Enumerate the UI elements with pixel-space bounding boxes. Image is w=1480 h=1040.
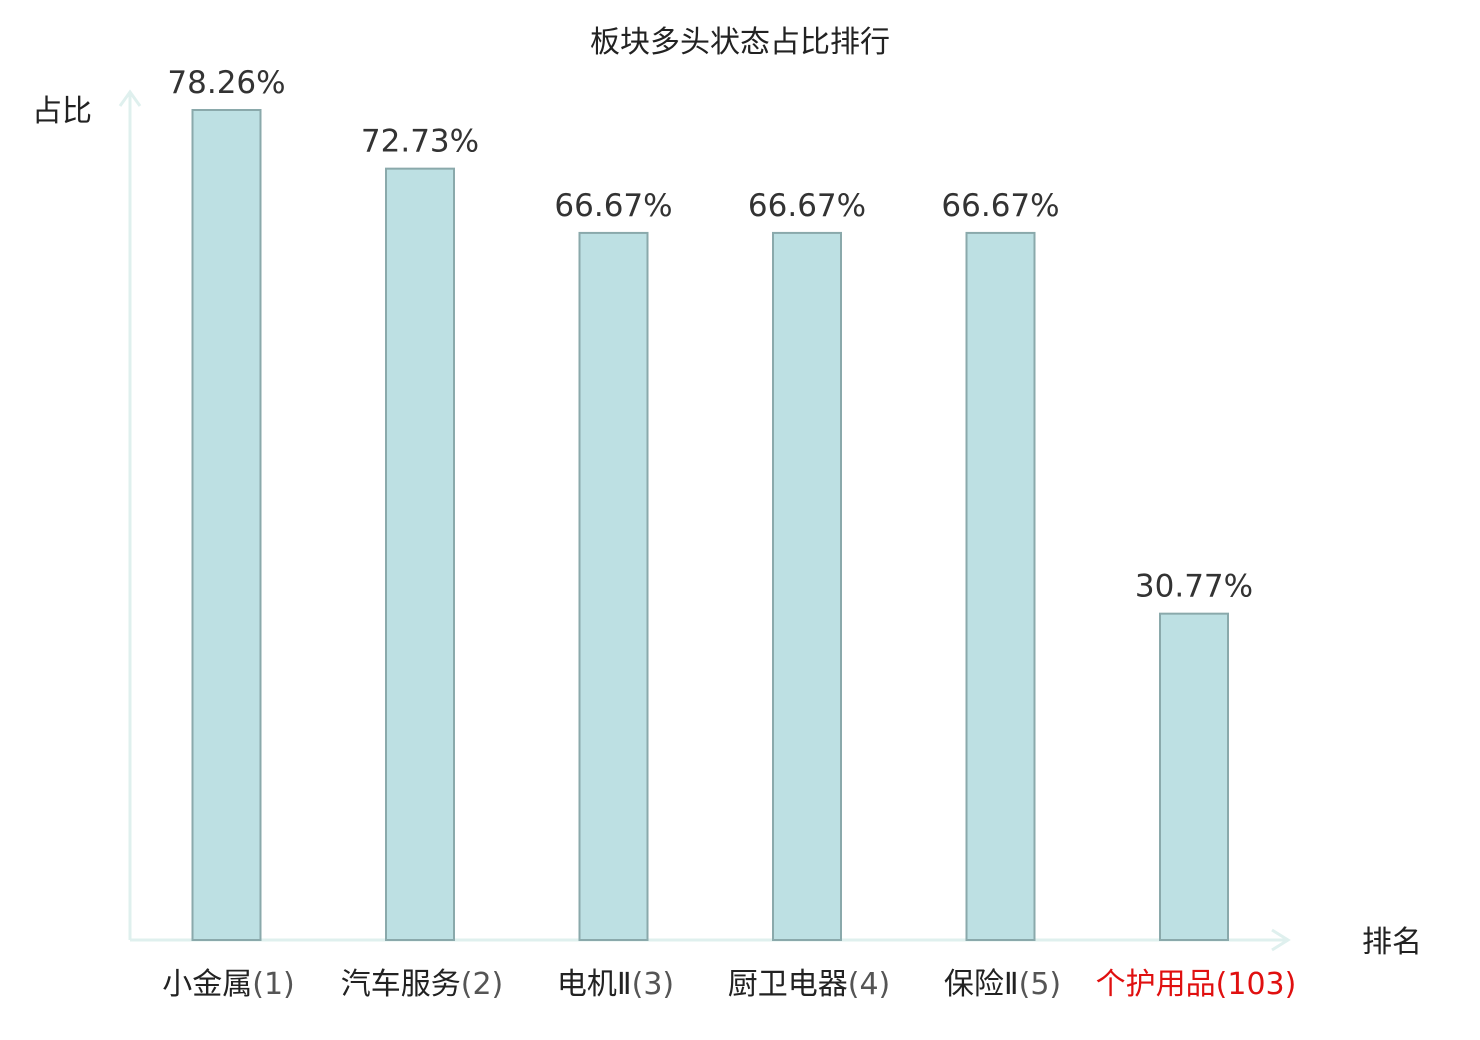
category-rank-1: (1) — [252, 967, 295, 1002]
category-name-3: 电机Ⅱ — [557, 967, 632, 1002]
x-axis-arrowhead — [1271, 928, 1291, 952]
value-label-2: 72.73% — [361, 124, 479, 160]
category-label-1: 小金属(1) — [162, 967, 295, 1002]
category-rank-4: (4) — [848, 967, 891, 1002]
category-rank-5: (5) — [1019, 967, 1062, 1002]
category-labels: 小金属(1) 汽车服务(2) 电机Ⅱ(3) 厨卫电器(4) 保险Ⅱ(5) 个护用品(103… — [162, 967, 1296, 1002]
category-label-4: 厨卫电器(4) — [728, 967, 891, 1002]
value-label-3: 66.67% — [554, 188, 672, 224]
chart-title: 板块多头状态占比排行 — [590, 25, 890, 60]
value-label-1: 78.26% — [167, 65, 285, 101]
bars — [191, 109, 1229, 942]
bar-2 — [385, 167, 455, 942]
category-name-4: 厨卫电器 — [728, 967, 848, 1002]
value-label-4: 66.67% — [748, 188, 866, 224]
category-label-5: 保险Ⅱ(5) — [944, 967, 1061, 1002]
category-name-6: 个护用品 — [1096, 967, 1216, 1002]
x-axis-title: 排名 — [1362, 925, 1422, 960]
category-label-3: 电机Ⅱ(3) — [557, 967, 674, 1002]
axes — [118, 89, 1291, 952]
category-label-2: 汽车服务(2) — [341, 967, 504, 1002]
category-rank-3: (3) — [632, 967, 675, 1002]
bar-4 — [772, 231, 842, 942]
value-label-5: 66.67% — [941, 188, 1059, 224]
bar-3 — [578, 231, 649, 942]
bar-6 — [1159, 612, 1229, 942]
bar-5 — [965, 231, 1036, 942]
y-axis-arrowhead — [118, 89, 142, 107]
y-axis-title: 占比 — [32, 94, 92, 129]
category-name-5: 保险Ⅱ — [944, 967, 1019, 1002]
category-rank-2: (2) — [461, 967, 504, 1002]
value-label-6: 30.77% — [1135, 569, 1253, 605]
category-rank-6: (103) — [1216, 967, 1297, 1002]
bar-1 — [191, 109, 262, 941]
value-labels: 78.26% 72.73% 66.67% 66.67% 66.67% 30.77% — [167, 65, 1253, 605]
category-name-1: 小金属 — [162, 967, 252, 1002]
category-name-2: 汽车服务 — [341, 967, 461, 1002]
category-label-6: 个护用品(103) — [1096, 967, 1297, 1002]
